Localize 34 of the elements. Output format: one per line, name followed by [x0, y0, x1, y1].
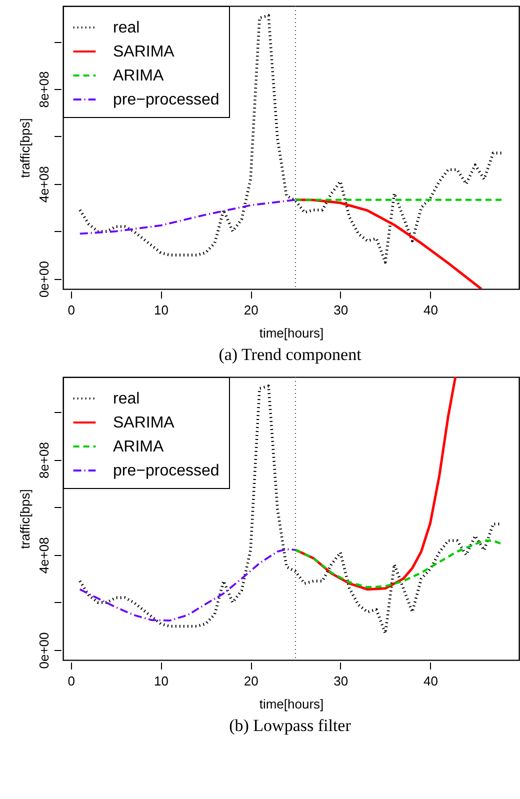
text: (b) Lowpass filter	[228, 716, 352, 736]
legend-label: SARIMA	[113, 414, 175, 432]
legend-label: ARIMA	[113, 68, 164, 84]
y-tick-label: 0e+00	[36, 261, 52, 298]
legend-label: pre−processed	[113, 462, 220, 480]
x-axis-title: time[hours]	[259, 696, 324, 712]
y-tick-label: 0e+00	[36, 632, 52, 669]
x-tick-label: 40	[424, 302, 438, 318]
y-tick-label: 4e+08	[36, 166, 52, 203]
x-tick-label: 0	[68, 302, 76, 318]
legend-label: SARIMA	[113, 44, 175, 60]
text: (a) Trend component	[218, 345, 362, 365]
y-tick-label: 8e+08	[36, 442, 52, 479]
legend-label: real	[113, 390, 140, 408]
x-tick-label: 10	[154, 674, 168, 688]
line-series	[294, 540, 504, 588]
x-tick-label: 30	[334, 674, 348, 688]
x-axis-title: time[hours]	[259, 326, 324, 340]
x-tick-label: 10	[154, 302, 168, 318]
line-series	[78, 198, 296, 235]
x-tick-label: 20	[244, 302, 258, 318]
y-tick-label: 4e+08	[36, 537, 52, 574]
line-series	[78, 14, 504, 264]
y-axis-title: traffic[bps]	[18, 489, 32, 549]
legend-label: ARIMA	[113, 438, 164, 456]
x-tick-label: 30	[334, 302, 348, 318]
line-series	[78, 548, 296, 622]
legend-label: real	[113, 20, 140, 36]
y-axis-title: traffic[bps]	[18, 118, 32, 178]
x-tick-label: 0	[68, 674, 76, 688]
x-tick-label: 20	[244, 674, 258, 688]
legend-label: pre−processed	[113, 92, 220, 108]
y-tick-label: 8e+08	[36, 71, 52, 108]
x-tick-label: 40	[424, 674, 438, 688]
